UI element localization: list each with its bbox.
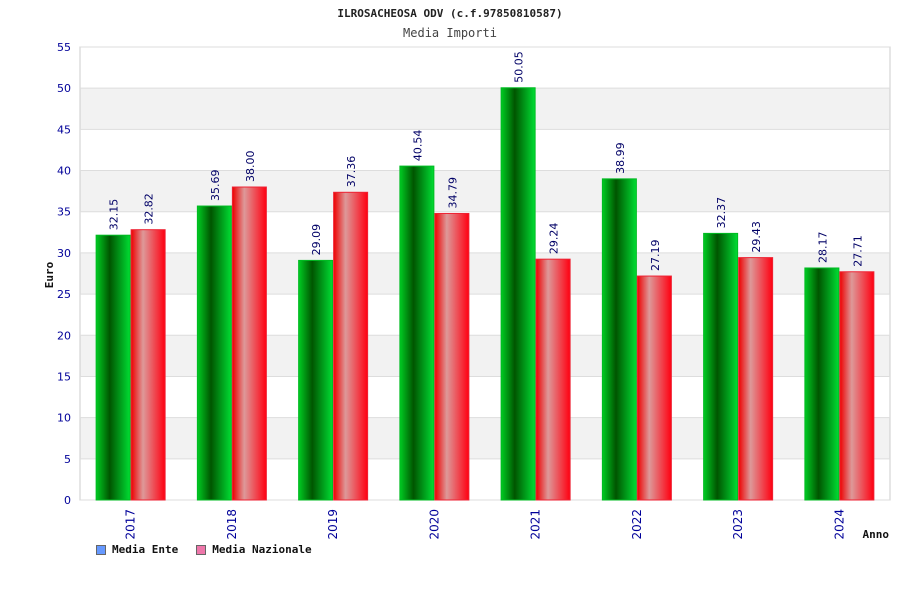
legend-item-media-nazionale: Media Nazionale	[196, 543, 312, 556]
y-tick-label: 40	[57, 165, 71, 178]
y-axis-label: Euro	[43, 261, 56, 288]
bar-media-nazionale	[333, 191, 369, 501]
bar-media-ente	[196, 205, 232, 501]
x-axis-label: Anno	[863, 528, 890, 541]
bar-media-nazionale	[636, 275, 672, 501]
grid-band	[80, 47, 890, 89]
y-tick-label: 10	[57, 412, 71, 425]
y-tick-label: 50	[57, 82, 71, 95]
x-tick-label: 2019	[326, 509, 340, 540]
y-tick-label: 30	[57, 247, 71, 260]
bar-media-nazionale	[738, 257, 774, 501]
bar-media-nazionale	[434, 212, 470, 501]
bar-media-ente	[500, 87, 536, 501]
y-tick-label: 20	[57, 329, 71, 342]
bar-media-ente	[804, 267, 840, 501]
data-label: 35.69	[209, 170, 222, 202]
y-tick-label: 35	[57, 206, 71, 219]
legend-label: Media Nazionale	[212, 543, 312, 556]
x-tick-label: 2018	[225, 509, 239, 540]
legend-item-media-ente: Media Ente	[96, 543, 178, 556]
data-label: 32.15	[108, 199, 121, 231]
legend-swatch	[196, 544, 207, 555]
data-label: 27.71	[851, 235, 864, 267]
legend-label: Media Ente	[112, 543, 179, 556]
x-tick-label: 2020	[427, 509, 441, 540]
data-label: 27.19	[649, 240, 662, 272]
bar-media-nazionale	[130, 229, 166, 501]
y-tick-label: 25	[57, 288, 71, 301]
grid-band	[80, 129, 890, 171]
x-tick-label: 2023	[731, 509, 745, 540]
bar-media-nazionale	[231, 186, 267, 501]
y-tick-label: 5	[64, 453, 71, 466]
data-label: 28.17	[816, 231, 829, 263]
bar-media-ente	[298, 259, 334, 501]
data-label: 40.54	[411, 130, 424, 162]
data-label: 38.00	[244, 151, 257, 183]
data-label: 37.36	[345, 156, 358, 188]
y-tick-label: 55	[57, 41, 71, 54]
data-label: 29.43	[750, 221, 763, 253]
data-label: 32.37	[715, 197, 728, 229]
chart-title: ILROSACHEOSA ODV (c.f.97850810587)	[337, 7, 563, 20]
chart-subtitle: Media Importi	[403, 26, 497, 40]
bar-media-ente	[703, 232, 739, 501]
bar-media-ente	[399, 165, 435, 501]
y-tick-label: 45	[57, 123, 71, 136]
bar-media-nazionale	[535, 258, 571, 501]
bar-media-ente	[601, 178, 637, 501]
data-label: 29.24	[548, 223, 561, 255]
grid-band	[80, 170, 890, 212]
x-tick-label: 2022	[630, 509, 644, 540]
y-tick-label: 15	[57, 370, 71, 383]
data-label: 34.79	[446, 177, 459, 209]
x-tick-label: 2024	[832, 509, 846, 540]
y-tick-label: 0	[64, 494, 71, 507]
legend: Media Ente Media Nazionale	[96, 543, 312, 556]
bar-media-nazionale	[839, 271, 875, 501]
grid-band	[80, 88, 890, 130]
data-label: 32.82	[143, 193, 156, 225]
legend-swatch	[96, 544, 106, 555]
x-tick-label: 2017	[124, 509, 138, 540]
bar-media-ente	[95, 234, 131, 501]
data-label: 50.05	[513, 51, 526, 83]
data-label: 29.09	[310, 224, 323, 256]
x-tick-label: 2021	[529, 509, 543, 540]
data-label: 38.99	[614, 142, 627, 174]
